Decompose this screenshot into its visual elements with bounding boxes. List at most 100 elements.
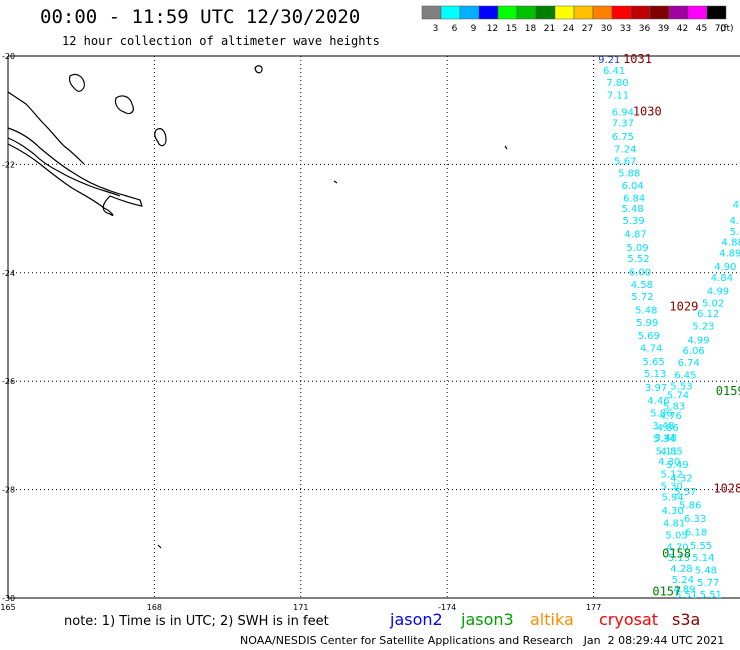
- wave-height-value: 4.32: [670, 473, 692, 484]
- wave-height-value: 5.88: [618, 168, 640, 179]
- legend-swatch: [706, 5, 727, 20]
- wave-height-value: 5.13: [644, 369, 666, 380]
- legend-swatch: [516, 5, 537, 20]
- axis-ticks: 165 168 171 -174 177 -20 -22 -24 -26 -28 -30: [0, 52, 601, 612]
- wave-height-value: 5.49: [666, 460, 688, 471]
- wave-height-value: 6.75: [612, 132, 634, 143]
- page-subtitle: 12 hour collection of altimeter wave hei…: [62, 34, 380, 48]
- mission-name: jason3: [460, 610, 514, 629]
- wave-height-value: 5.57: [674, 487, 696, 498]
- wave-height-value: 6.00: [629, 268, 651, 279]
- wave-height-value: 4.86: [657, 423, 679, 434]
- wave-height-value: 5.48: [635, 305, 657, 316]
- wave-height-value: 3.48: [652, 421, 674, 432]
- legend-label: 9: [471, 24, 477, 34]
- legend-label: 30: [601, 24, 613, 34]
- island-outline: [154, 128, 167, 147]
- page-title: 00:00 - 11:59 UTC 12/30/2020: [40, 6, 361, 28]
- wave-height-value: 5.65: [642, 357, 664, 368]
- wave-height-value: 4.99: [687, 335, 709, 346]
- legend-swatch: [535, 5, 556, 20]
- wave-height-value: 5.05: [665, 530, 687, 541]
- legend-label: 12: [487, 24, 498, 34]
- wave-height-value: 5.72: [631, 292, 653, 303]
- wave-height-value: 5.67: [614, 156, 636, 167]
- wave-height-value: 5.69: [638, 331, 660, 342]
- wave-height-value: 5.53: [670, 381, 692, 392]
- legend-label: 3: [433, 24, 439, 34]
- wave-height-value: 5.14: [692, 553, 714, 564]
- wave-height-value: 4.46: [647, 396, 669, 407]
- island-outline: [7, 137, 121, 197]
- wave-height-value: 5.83: [663, 401, 685, 412]
- footer-note-text: note: 1) Time is in UTC; 2) SWH is in fe…: [64, 614, 329, 629]
- wave-height-value: 5.34: [653, 434, 675, 445]
- island-outline: [114, 95, 134, 115]
- wave-height-value: 3.97: [645, 383, 667, 394]
- island-outline: [7, 91, 85, 165]
- wave-height-value: 4.85: [661, 446, 683, 457]
- legend-swatch: [592, 5, 613, 20]
- lon-tick-label: 177: [586, 603, 601, 612]
- wave-height-value: 5.39: [622, 216, 644, 227]
- map-grid: [7, 55, 740, 599]
- pass-time-label: 0158: [662, 546, 691, 560]
- wave-height-value: 4.90: [714, 262, 736, 273]
- wave-height-value: 6.33: [684, 514, 706, 525]
- wave-height-value: 5.24: [672, 575, 694, 586]
- legend-swatch: [554, 5, 575, 20]
- wave-height-value: 9.21: [598, 55, 620, 66]
- lat-tick-label: -20: [2, 52, 15, 61]
- wave-height-value: 4.58: [631, 280, 653, 291]
- lat-tick-label: -24: [2, 269, 15, 278]
- pass-time-label: 0157: [652, 584, 681, 598]
- wave-height-value: 6.94: [612, 108, 634, 119]
- wave-height-value: 4.87: [624, 230, 646, 241]
- legend-swatch: [440, 5, 461, 20]
- wave-height-value: 7.24: [614, 144, 636, 155]
- lat-tick-label: -22: [2, 160, 15, 169]
- legend-swatch: [478, 5, 499, 20]
- mission-name: altika: [530, 610, 574, 629]
- wave-height-value: 7.80: [606, 78, 628, 89]
- wave-height-value: 6.74: [678, 358, 700, 369]
- lon-tick-label: -174: [438, 603, 456, 612]
- mission-name: s3a: [672, 610, 700, 629]
- wave-height-value: 7.37: [612, 118, 634, 129]
- wave-height-value: 4.89: [719, 249, 740, 260]
- wave-height-value: 5.12: [661, 470, 683, 481]
- legend-swatch: [668, 5, 689, 20]
- legend-label: 6: [452, 24, 458, 34]
- wave-height-value: 4.81: [663, 518, 685, 529]
- legend-label: 18: [525, 24, 537, 34]
- wave-height-value: 6.41: [603, 66, 625, 77]
- legend-unit: (ft): [720, 24, 734, 34]
- wave-height-value: 4.89: [673, 585, 695, 596]
- wave-height-value: 5.30: [661, 482, 683, 493]
- legend-label: 36: [639, 24, 651, 34]
- wave-height-value: 5.09: [626, 243, 648, 254]
- wave-height-value: 5.51: [700, 590, 722, 601]
- island-outline: [333, 180, 338, 184]
- wave-height-value: 5.11: [656, 446, 678, 457]
- pass-time-label: 0159: [716, 384, 740, 398]
- coastline: [7, 65, 508, 549]
- wave-height-value: 5.52: [627, 254, 649, 265]
- legend-label: 27: [582, 24, 593, 34]
- lon-tick-label: 168: [147, 603, 162, 612]
- wave-height-value: 6.18: [685, 528, 707, 539]
- legend-label: 24: [563, 24, 575, 34]
- wave-height-value: 5.55: [690, 541, 712, 552]
- time-label-layer: 1031 1030 1029 0159 1028 0158 0157: [623, 52, 740, 598]
- wave-height-value: 5.02: [702, 298, 724, 309]
- wave-height-value: 5.94: [662, 492, 684, 503]
- lat-tick-label: -28: [2, 486, 15, 495]
- wave-height-value: 5.13: [668, 553, 690, 564]
- legend-swatch: [611, 5, 632, 20]
- legend-label: 21: [544, 24, 555, 34]
- legend-swatch: [573, 5, 594, 20]
- footer-note: note: 1) Time is in UTC; 2) SWH is in fe…: [64, 610, 700, 629]
- wave-height-value: 5.77: [697, 578, 719, 589]
- pass-time-label: 1029: [669, 300, 698, 314]
- wave-height-value: 5.48: [622, 204, 644, 215]
